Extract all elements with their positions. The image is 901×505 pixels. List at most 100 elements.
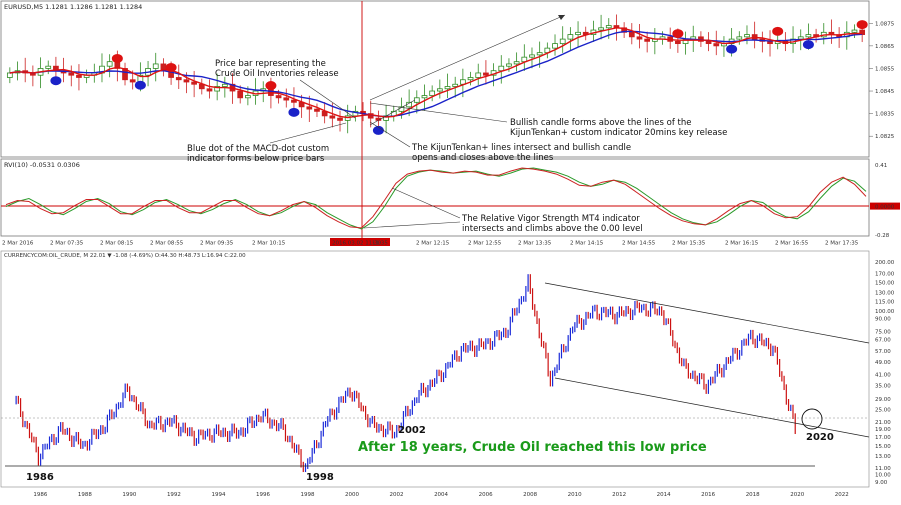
candle-body <box>206 88 213 92</box>
time-label: 2 Mar 08:15 <box>100 241 134 247</box>
crude-tick-label: 130.00 <box>875 291 895 297</box>
year-label: 1992 <box>167 492 181 498</box>
kijun-line <box>9 30 863 118</box>
blue-dot <box>50 76 62 86</box>
candle-body <box>598 27 604 31</box>
rvi-tick-label: 0.41 <box>875 163 887 169</box>
top-price-axis: 1.0875 1.0865 1.0855 1.0845 1.0835 1.0825 <box>869 21 895 140</box>
svg-text:Blue dot of the MACD-dot custo: Blue dot of the MACD-dot custom indicator… <box>187 144 329 164</box>
year-label: 2004 <box>434 492 448 498</box>
tenkan-line <box>9 27 863 119</box>
candle-body <box>552 43 558 49</box>
blue-dot-line2: indicator forms below price bars <box>187 154 325 164</box>
crude-tick-label: 57.00 <box>875 349 891 355</box>
candle-body <box>797 36 804 40</box>
candle-body <box>452 83 459 87</box>
crude-tick-label: 13.00 <box>875 454 891 460</box>
candle-body <box>636 36 643 40</box>
candle-body <box>337 117 343 121</box>
annotation-bullish-candle: Bullish candle forms above the lines of … <box>369 102 727 138</box>
year-label: 1988 <box>78 492 92 498</box>
candle-body <box>559 38 566 45</box>
candle-body <box>713 43 720 47</box>
rvi-zero-badge <box>870 202 900 210</box>
blue-dot <box>802 40 814 50</box>
candle-body <box>498 65 505 72</box>
rvi-axis: 0.41 0.0000 -0.28 <box>870 163 900 239</box>
headline-text: After 18 years, Crude Oil reached this l… <box>358 440 707 455</box>
time-label: 2 Mar 09:35 <box>200 241 234 247</box>
candle-body <box>283 97 290 101</box>
annotation-rvi: The Relative Vigor Strength MT4 indicato… <box>363 187 643 234</box>
candle-body <box>329 115 336 119</box>
time-label: 2 Mar 2016 <box>2 241 34 247</box>
candle-body <box>214 86 221 92</box>
price-tick-label: 1.0825 <box>875 134 895 140</box>
candle-body <box>536 52 543 56</box>
svg-text:Bullish candle forms above the: Bullish candle forms above the lines of … <box>510 118 727 138</box>
crude-tick-label: 150.00 <box>875 280 895 286</box>
year-label: 2020 <box>790 492 804 498</box>
candle-body <box>467 77 474 81</box>
year-label: 1986 <box>33 492 47 498</box>
channel-lower <box>554 377 870 438</box>
annotation-price-bar: Price bar representing the Crude Oil Inve… <box>215 59 356 119</box>
time-label-highlight: 2016.03.02 11:30 <box>332 241 382 247</box>
crude-tick-label: 200.00 <box>875 260 895 266</box>
time-label: 11:35 <box>372 241 388 247</box>
time-label: 2 Mar 13:35 <box>518 241 552 247</box>
candle-body <box>175 77 182 81</box>
time-label: 2 Mar 12:55 <box>468 241 502 247</box>
candle-body <box>675 40 681 45</box>
candle-body <box>567 34 574 40</box>
candle-body <box>605 25 612 29</box>
candle-body <box>221 83 228 87</box>
year-label: 1996 <box>256 492 270 498</box>
crude-tick-label: 100.00 <box>875 309 895 315</box>
price-tick-label: 1.0845 <box>875 89 895 95</box>
candle-body <box>483 72 489 76</box>
candle-body <box>68 72 75 76</box>
time-label: 2 Mar 12:15 <box>416 241 450 247</box>
crude-tick-label: 10.00 <box>875 473 891 479</box>
crude-tick-label: 25.00 <box>875 408 891 414</box>
blue-dot-line1: Blue dot of the MACD-dot custom <box>187 144 329 154</box>
red-dot <box>111 53 123 63</box>
blue-dot <box>288 107 300 117</box>
rvi-signal-line <box>5 167 867 229</box>
candle-body <box>628 31 635 38</box>
svg-text:The KijunTenkan+ lines interse: The KijunTenkan+ lines intersect and bul… <box>411 143 631 163</box>
red-dot <box>672 29 684 39</box>
candle-body <box>851 29 858 33</box>
rvi-line1: The Relative Vigor Strength MT4 indicato… <box>461 214 640 224</box>
macd-dots <box>50 20 868 135</box>
crude-tick-label: 11.00 <box>875 466 891 472</box>
year-label: 2018 <box>746 492 760 498</box>
rvi-panel-frame <box>0 158 870 237</box>
crude-tick-label: 90.00 <box>875 317 891 323</box>
time-label: 2 Mar 15:35 <box>672 241 706 247</box>
year-label: 2022 <box>835 492 849 498</box>
bullish-line2: KijunTenkan+ custom indicator 20mins key… <box>510 128 727 138</box>
candle-body <box>152 63 159 69</box>
price-tick-label: 1.0865 <box>875 44 895 50</box>
candle-body <box>705 40 712 45</box>
candle-body <box>529 54 535 58</box>
price-tick-label: 1.0855 <box>875 66 895 72</box>
candle-body <box>413 97 420 103</box>
time-axis: 2 Mar 2016 2 Mar 07:35 2 Mar 08:15 2 Mar 08… <box>2 238 859 247</box>
year-label: 2014 <box>657 492 671 498</box>
year-label: 2008 <box>523 492 537 498</box>
time-label: 2 Mar 17:35 <box>825 241 859 247</box>
crude-price-axis: 200.00 170.00 150.00 130.00 115.00 100.00 90.0… <box>875 260 895 486</box>
crude-tick-label: 35.00 <box>875 384 891 390</box>
crude-tick-label: 41.00 <box>875 372 891 378</box>
annotation-kijun-intersect: The KijunTenkan+ lines intersect and bul… <box>369 121 631 163</box>
candle-body <box>314 108 320 112</box>
year-label: 1994 <box>211 492 225 498</box>
rvi-tick-label: 0.0000 <box>875 205 895 211</box>
crude-tick-label: 75.00 <box>875 330 891 336</box>
